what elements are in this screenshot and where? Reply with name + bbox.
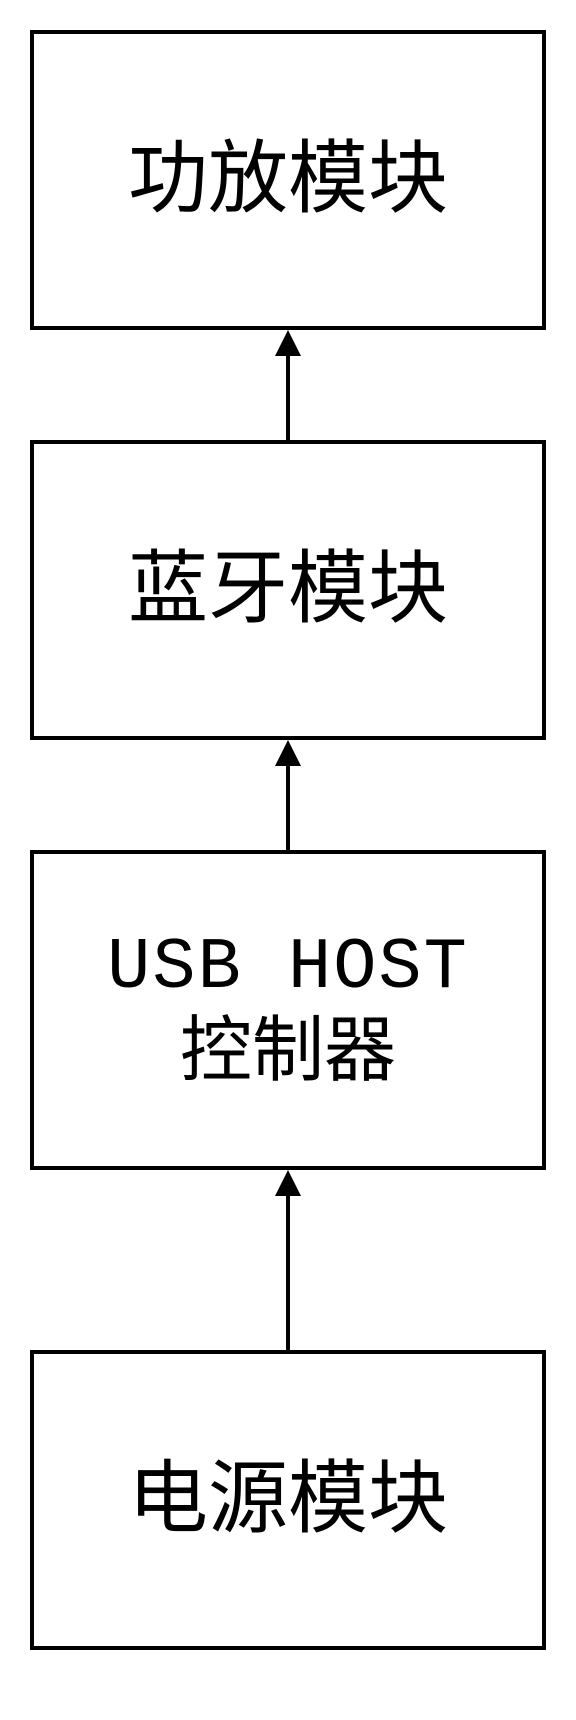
- node-usb-label: USB HOST控制器: [107, 927, 469, 1093]
- arrow-power-to-usb-line: [286, 1194, 290, 1350]
- arrow-usb-to-bt-line: [286, 764, 290, 850]
- arrow-power-to-usb-head: [275, 1170, 301, 1196]
- arrow-bt-to-amp-head: [275, 330, 301, 356]
- node-bt: 蓝牙模块: [30, 440, 546, 740]
- node-amp: 功放模块: [30, 30, 546, 330]
- arrow-bt-to-amp-line: [286, 354, 290, 440]
- node-usb: USB HOST控制器: [30, 850, 546, 1170]
- node-amp-label: 功放模块: [128, 134, 448, 226]
- node-power-label: 电源模块: [128, 1454, 448, 1546]
- node-bt-label: 蓝牙模块: [128, 544, 448, 636]
- node-power: 电源模块: [30, 1350, 546, 1650]
- node-usb-label-line2: 控制器: [107, 1010, 469, 1093]
- arrow-usb-to-bt-head: [275, 740, 301, 766]
- diagram-canvas: 功放模块蓝牙模块 USB HOST控制器电源模块: [0, 0, 576, 1720]
- node-usb-label-line1: USB HOST: [107, 927, 469, 1010]
